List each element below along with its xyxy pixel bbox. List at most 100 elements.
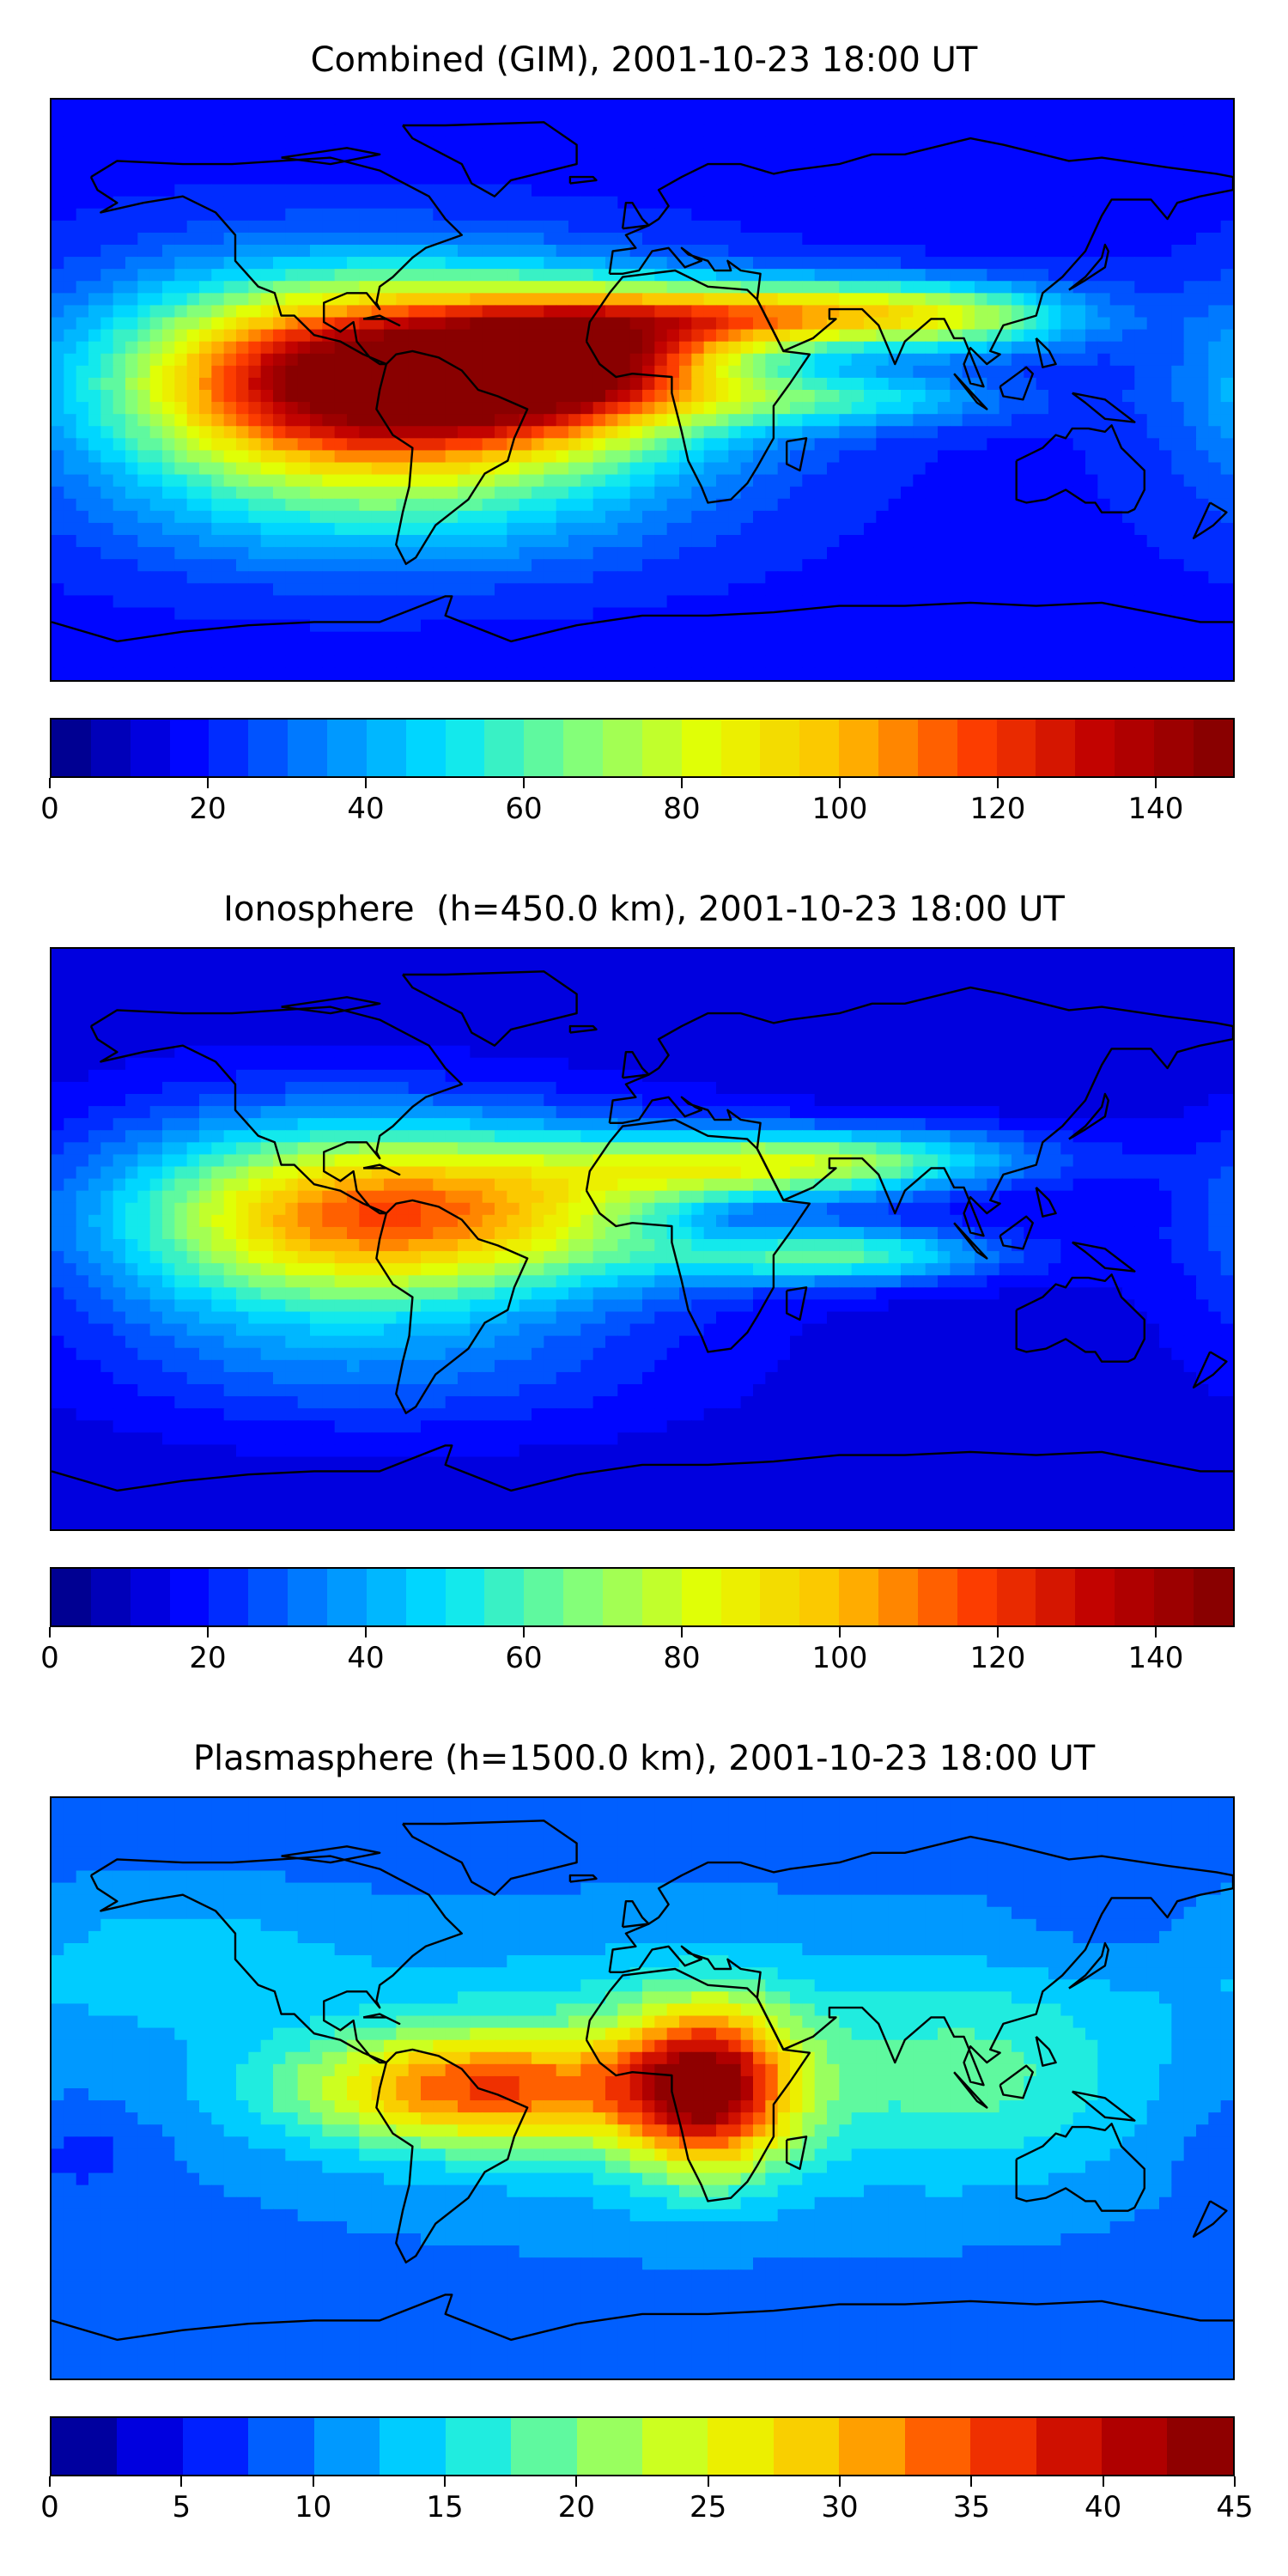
tec-cell — [728, 486, 742, 500]
tec-cell — [1012, 414, 1024, 427]
tec-cell — [901, 329, 914, 343]
tec-cell — [248, 973, 262, 986]
tec-cell — [691, 961, 705, 974]
tec-cell — [64, 414, 77, 427]
tec-cell — [1159, 281, 1172, 294]
tec-cell — [149, 196, 163, 210]
tec-cell — [149, 655, 163, 669]
tec-cell — [938, 245, 951, 258]
tec-cell — [679, 305, 692, 319]
tec-cell — [765, 973, 779, 986]
tec-cell — [1036, 619, 1049, 633]
tec-cell — [1036, 390, 1049, 403]
tec-cell — [568, 607, 581, 621]
tec-cell — [1146, 474, 1160, 488]
tec-cell — [1220, 293, 1233, 307]
tec-cell — [556, 377, 569, 391]
tec-cell — [691, 269, 705, 282]
tec-cell — [728, 305, 742, 319]
tec-cell — [629, 281, 643, 294]
tec-cell — [1159, 510, 1172, 524]
tec-cell — [814, 559, 828, 572]
tec-cell — [1048, 317, 1061, 331]
tec-cell — [495, 353, 507, 367]
tec-cell — [199, 353, 212, 367]
tec-cell — [839, 583, 853, 597]
tec-cell — [777, 329, 791, 343]
tec-cell — [827, 522, 840, 536]
tec-cell — [716, 341, 729, 355]
tec-cell — [851, 631, 865, 645]
tec-cell — [1122, 124, 1135, 137]
tec-cell — [839, 949, 853, 962]
tec-cell — [901, 462, 914, 476]
tec-cell — [408, 498, 422, 512]
tec-cell — [334, 184, 348, 197]
tec-cell — [162, 450, 175, 464]
tec-cell — [76, 220, 89, 234]
tec-cell — [790, 293, 803, 307]
tec-cell — [1159, 329, 1172, 343]
tec-cell — [64, 595, 77, 609]
tec-cell — [211, 112, 225, 125]
tec-cell — [888, 619, 902, 633]
tec-cell — [790, 269, 803, 282]
tec-cell — [728, 631, 742, 645]
tec-cell — [162, 583, 175, 597]
tec-cell — [495, 571, 507, 584]
tec-cell — [445, 498, 459, 512]
tec-cell — [1109, 643, 1123, 657]
tec-cell — [839, 365, 853, 379]
tec-cell — [223, 498, 237, 512]
tec-cell — [691, 245, 705, 258]
tec-cell — [839, 390, 853, 403]
tec-cell — [433, 522, 447, 536]
tec-cell — [408, 510, 422, 524]
tec-cell — [273, 438, 286, 452]
tec-cell — [211, 269, 225, 282]
tec-cell — [1134, 112, 1148, 125]
coastline — [1068, 243, 1110, 291]
tec-cell — [347, 269, 360, 282]
tec-cell — [839, 607, 853, 621]
tec-cell — [297, 985, 311, 998]
colorbar-segment — [52, 720, 91, 776]
tec-cell — [260, 172, 274, 185]
tec-cell — [199, 208, 212, 222]
tec-cell — [1060, 414, 1074, 427]
tec-cell — [347, 985, 360, 998]
tec-cell — [962, 522, 975, 536]
tec-cell — [285, 571, 299, 584]
tec-cell — [1048, 281, 1061, 294]
tec-cell — [458, 522, 471, 536]
tec-cell — [310, 402, 323, 415]
tec-cell — [532, 655, 544, 669]
tec-cell — [64, 245, 77, 258]
tec-cell — [52, 293, 64, 307]
tec-cell — [1060, 462, 1074, 476]
tec-cell — [999, 547, 1012, 560]
tec-cell — [1159, 426, 1172, 439]
tec-cell — [999, 474, 1012, 488]
tec-cell — [925, 341, 939, 355]
tec-cell — [1085, 522, 1098, 536]
tec-cell — [347, 232, 360, 246]
tec-cell — [568, 522, 581, 536]
tec-cell — [753, 583, 766, 597]
tec-cell — [297, 208, 311, 222]
tec-cell — [347, 462, 360, 476]
tec-cell — [359, 559, 373, 572]
tec-cell — [285, 667, 299, 680]
tec-cell — [223, 510, 237, 524]
tec-cell — [679, 547, 692, 560]
tec-cell — [913, 510, 927, 524]
tec-cell — [112, 961, 126, 974]
tec-cell — [580, 462, 594, 476]
tec-cell — [888, 208, 902, 222]
tec-cell — [802, 474, 816, 488]
tec-cell — [334, 390, 348, 403]
tec-cell — [211, 172, 225, 185]
tec-cell — [642, 498, 655, 512]
tec-cell — [384, 305, 397, 319]
tec-cell — [777, 571, 791, 584]
